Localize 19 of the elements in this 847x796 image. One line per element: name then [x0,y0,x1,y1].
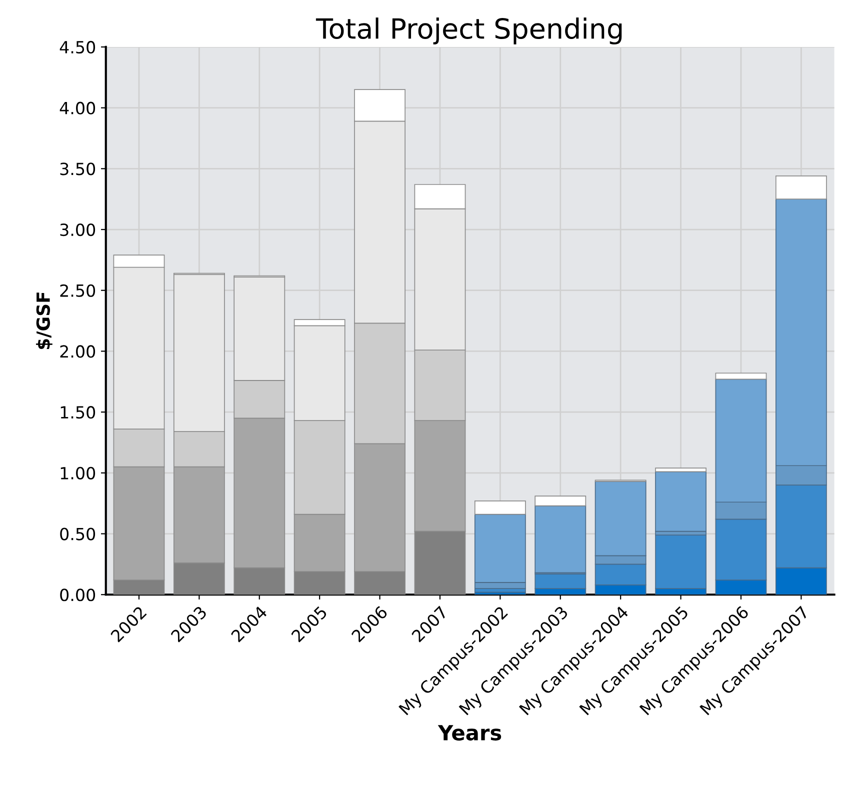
y-tick-label: 2.00 [60,345,96,358]
x-axis-title: Years [438,725,502,741]
y-tick-label: 1.00 [60,466,96,480]
bar [474,500,526,515]
bar [715,372,767,380]
y-tick-label: 4.50 [60,40,96,54]
chart-title: Total Project Spending [316,18,622,44]
bar [655,471,706,532]
y-tick-label: 4.00 [60,102,96,114]
y-tick-label: 1.50 [60,406,96,419]
y-tick-label: 0.00 [60,588,96,602]
bar [655,468,706,472]
y-tick-label: 3.50 [60,162,96,176]
y-tick-label: 2.50 [60,284,96,297]
bar [534,496,586,506]
bar [775,176,827,200]
y-tick-label: 3.00 [60,223,96,236]
y-tick-label: 0.50 [60,528,96,540]
y-axis-title: $/GSF [36,292,52,350]
